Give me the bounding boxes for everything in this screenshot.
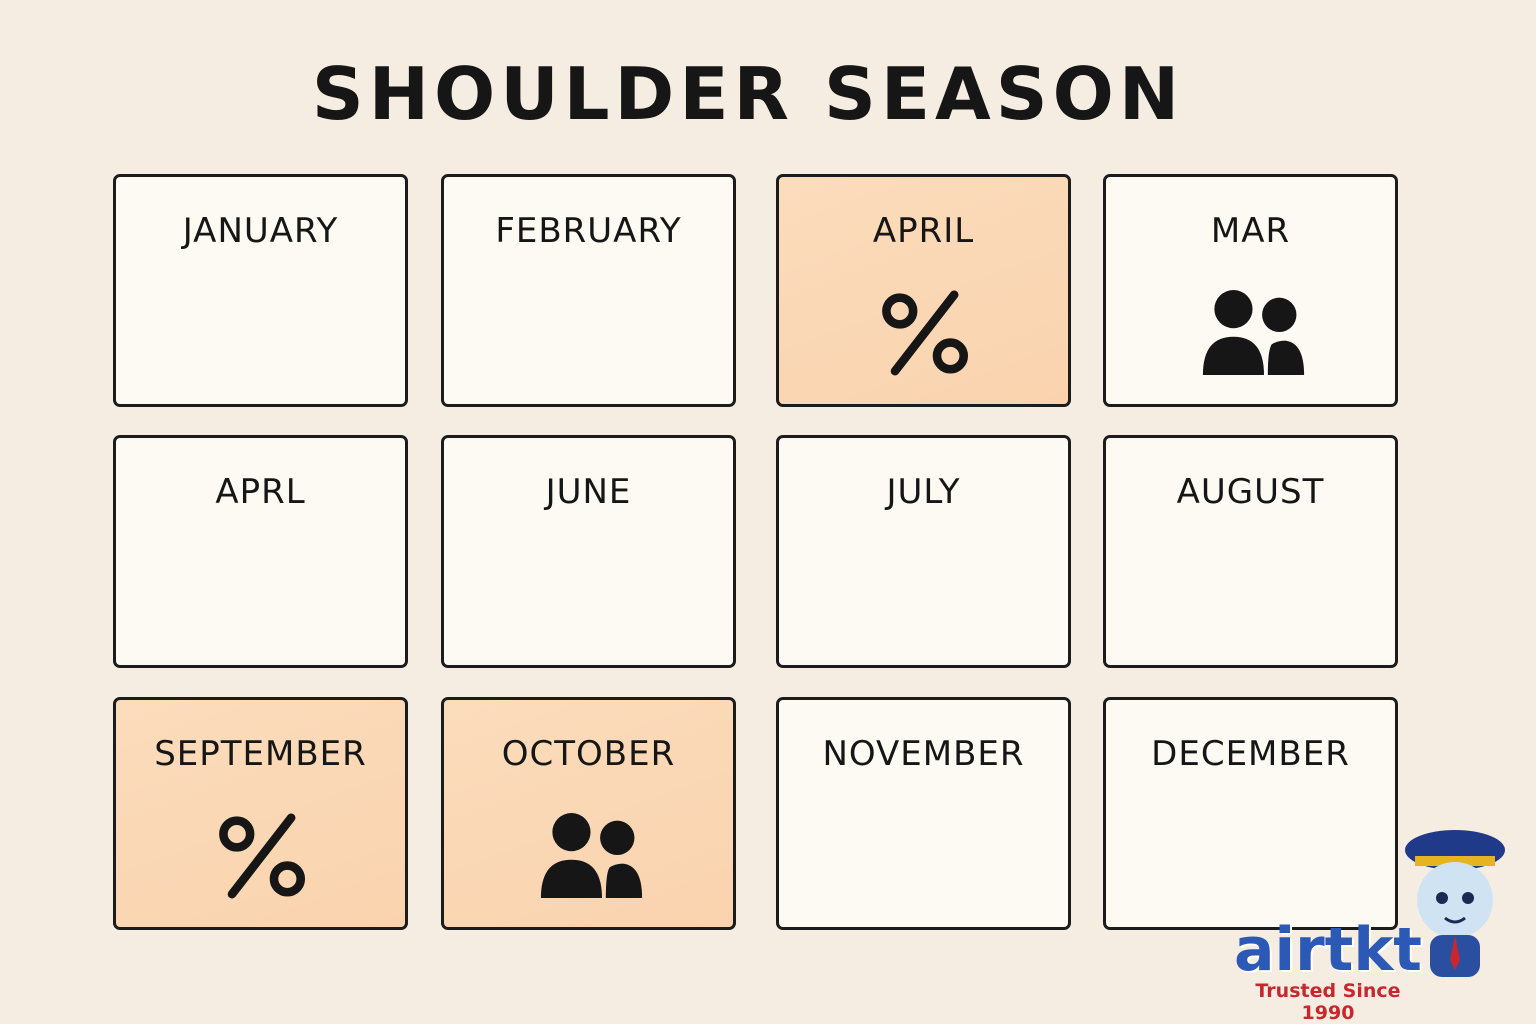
month-cell: FEBRUARY	[441, 174, 736, 407]
month-label: JANUARY	[182, 211, 339, 251]
month-cell: NOVEMBER	[776, 697, 1071, 930]
people-icon	[1202, 290, 1305, 375]
month-cell: DECEMBER	[1103, 697, 1398, 930]
month-label: OCTOBER	[501, 734, 676, 774]
month-label: NOVEMBER	[822, 734, 1025, 774]
month-label: APRIL	[872, 211, 975, 251]
month-cell: JANUARY	[113, 174, 408, 407]
percent-icon	[219, 813, 306, 899]
mascot	[1405, 830, 1505, 977]
month-cell: MAR	[1103, 174, 1398, 407]
month-label: FEBRUARY	[495, 211, 682, 251]
month-cell: SEPTEMBER	[113, 697, 408, 930]
month-cell: OCTOBER	[441, 697, 736, 930]
month-cell: JUNE	[441, 435, 736, 668]
month-label: SEPTEMBER	[154, 734, 367, 774]
month-cell: JULY	[776, 435, 1071, 668]
month-label: MAR	[1210, 211, 1291, 251]
month-cell: APRIL	[776, 174, 1071, 407]
month-cell: APRL	[113, 435, 408, 668]
month-label: JULY	[886, 472, 961, 512]
month-label: DECEMBER	[1151, 734, 1350, 774]
logo: airtkt Trusted Since 1990	[1228, 920, 1428, 1024]
brand: airtkt	[1234, 915, 1422, 985]
percent-icon	[882, 290, 969, 376]
tagline: Trusted Since 1990	[1255, 980, 1401, 1024]
month-label: JUNE	[545, 472, 632, 512]
month-label: AUGUST	[1176, 472, 1325, 512]
month-cell: AUGUST	[1103, 435, 1398, 668]
month-label: APRL	[215, 472, 306, 512]
title: SHOULDER SEASON	[311, 52, 1185, 136]
people-icon	[540, 813, 643, 898]
